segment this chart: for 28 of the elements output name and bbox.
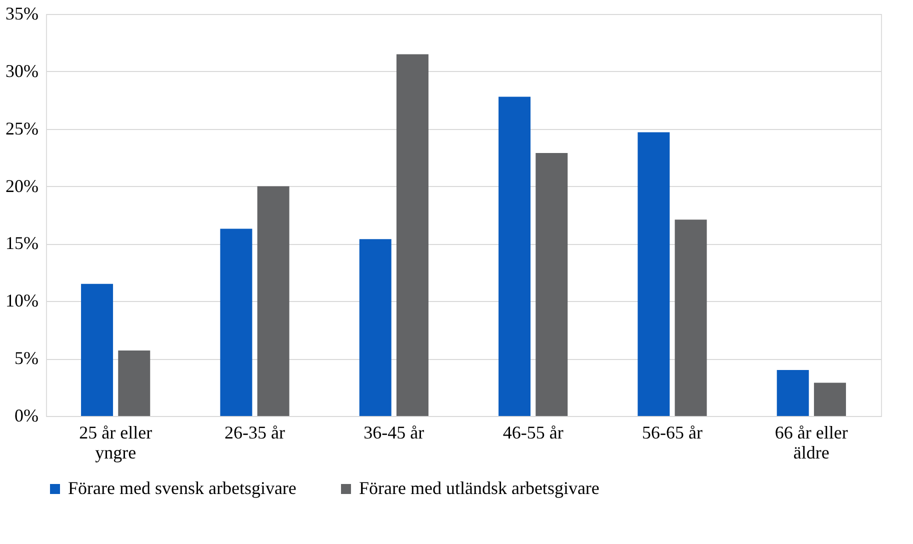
x-tick-label: 26-35 år <box>224 422 285 442</box>
y-tick-label: 10% <box>6 290 38 311</box>
y-tick-label: 25% <box>6 118 38 138</box>
bar <box>498 96 531 416</box>
bar <box>81 284 114 416</box>
bar <box>814 382 846 416</box>
bar <box>118 350 150 416</box>
y-tick-label: 20% <box>6 176 38 196</box>
x-tick-label: 46-55 år <box>502 422 564 442</box>
bar <box>396 54 428 416</box>
bar <box>359 239 392 416</box>
x-tick-label: 56-65 år <box>642 422 702 442</box>
legend-label: Förare med utländsk arbetsgivare <box>359 478 600 498</box>
y-tick-label: 5% <box>14 348 38 368</box>
bar <box>257 186 290 416</box>
y-tick-label: 30% <box>6 60 38 81</box>
x-tick-label: 25 år eller yngre <box>79 422 152 462</box>
x-tick-label: 36-45 år <box>364 422 424 442</box>
y-tick-label: 35% <box>6 4 38 24</box>
legend-label: Förare med svensk arbetsgivare <box>68 478 296 498</box>
bar <box>220 228 252 416</box>
y-tick-label: 0% <box>14 406 38 426</box>
bar <box>674 220 707 416</box>
bar <box>776 370 809 416</box>
bar <box>638 132 670 416</box>
x-tick-label: 66 år eller äldre <box>774 422 848 462</box>
y-tick-label: 15% <box>6 233 38 254</box>
bar <box>536 152 568 416</box>
